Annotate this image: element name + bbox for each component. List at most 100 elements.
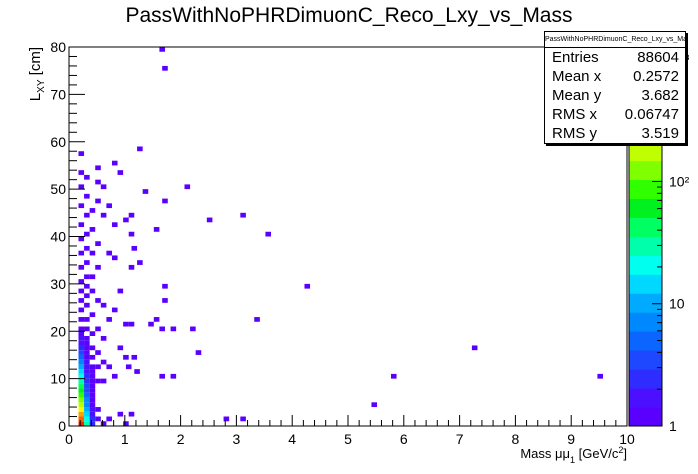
- y-tick-label: 40: [50, 229, 66, 245]
- heatmap-cell: [78, 411, 85, 417]
- heatmap-cell: [89, 402, 96, 408]
- heatmap-cell: [89, 208, 96, 213]
- x-tick-label: 8: [512, 431, 520, 447]
- heatmap-cell: [84, 174, 90, 180]
- heatmap-cell: [142, 189, 149, 194]
- heatmap-cell: [78, 402, 85, 408]
- heatmap-cell: [153, 317, 160, 322]
- heatmap-cell: [128, 212, 135, 218]
- palette-swatch: [629, 160, 662, 181]
- heatmap-cell: [84, 340, 90, 346]
- heatmap-cell: [95, 198, 101, 204]
- heatmap-cell: [128, 321, 135, 327]
- palette-swatch: [629, 179, 662, 199]
- heatmap-cell: [84, 373, 90, 379]
- heatmap-cell: [89, 331, 96, 336]
- heatmap-cell: [78, 331, 85, 336]
- heatmap-cell: [111, 222, 118, 228]
- heatmap-cell: [84, 212, 90, 218]
- heatmap-cell: [84, 392, 90, 398]
- palette-swatch: [629, 350, 662, 370]
- heatmap-cell: [78, 264, 85, 270]
- heatmap-cell: [78, 373, 85, 379]
- heatmap-cell: [95, 179, 101, 185]
- x-tick-label: 7: [456, 431, 464, 447]
- x-tick-label: 9: [567, 431, 575, 447]
- heatmap-cell: [78, 392, 85, 398]
- heatmap-cell: [159, 373, 165, 379]
- heatmap-cell: [78, 354, 85, 360]
- heatmap-cell: [100, 212, 107, 218]
- heatmap-cell: [162, 283, 168, 289]
- stats-row-mean-y: Mean y 3.682: [552, 87, 679, 104]
- heatmap-cell: [123, 421, 129, 426]
- heatmap-cell: [78, 364, 85, 370]
- y-tick-label: 0: [58, 418, 66, 434]
- heatmap-cell: [206, 217, 213, 223]
- heatmap-cell: [117, 345, 124, 351]
- heatmap-cell: [100, 184, 107, 190]
- heatmap-cell: [78, 383, 85, 389]
- x-axis: 0 1 2 3 4 5 6 7 8 9 10: [65, 415, 635, 447]
- heatmap-cell: [89, 312, 96, 318]
- heatmap-cell: [117, 170, 124, 175]
- heatmap-cell: [84, 369, 90, 374]
- heatmap-cell: [137, 146, 143, 152]
- heatmap-cell: [304, 283, 311, 289]
- heatmap-cell: [78, 335, 85, 341]
- heatmap-cell: [111, 160, 118, 166]
- heatmap-cell: [195, 350, 202, 355]
- heatmap-cell: [84, 260, 90, 265]
- heatmap-cell: [89, 364, 96, 370]
- heatmap-cell: [106, 203, 112, 209]
- heatmap-cell: [78, 170, 85, 175]
- heatmap-cell: [131, 245, 138, 251]
- heatmap-cell: [89, 378, 96, 384]
- heatmap-cell: [84, 378, 90, 384]
- heatmap-cell: [78, 279, 85, 284]
- heatmap-cell: [89, 227, 96, 232]
- heatmap-cell: [137, 260, 143, 265]
- heatmap-cell: [89, 421, 96, 426]
- heatmap-cell: [89, 416, 96, 422]
- stats-row-mean-x: Mean x 0.2572: [552, 68, 679, 85]
- palette-swatch: [629, 141, 662, 162]
- heatmap-cells: [78, 47, 604, 426]
- palette-swatch: [629, 369, 662, 389]
- heatmap-cell: [134, 369, 140, 374]
- palette-tick-label: 10: [669, 296, 685, 312]
- heatmap-cell: [371, 402, 378, 408]
- heatmap-cell: [125, 364, 132, 370]
- heatmap-cell: [100, 335, 107, 341]
- heatmap-cell: [131, 354, 138, 360]
- heatmap-cell: [95, 407, 101, 412]
- chart-title: PassWithNoPHRDimuonC_Reco_Lxy_vs_Mass: [126, 4, 573, 27]
- heatmap-cell: [78, 236, 85, 242]
- heatmap-cell: [84, 364, 90, 370]
- heatmap-cell: [162, 298, 168, 303]
- heatmap-cell: [89, 388, 96, 393]
- heatmap-cell: [78, 388, 85, 393]
- heatmap-cell: [162, 198, 168, 204]
- y-tick-label: 30: [50, 276, 66, 292]
- heatmap-cell: [84, 335, 90, 341]
- heatmap-cell: [111, 255, 118, 261]
- heatmap-cell: [95, 364, 101, 370]
- heatmap-cell: [78, 350, 85, 355]
- y-tick-label: 50: [50, 181, 66, 197]
- heatmap-cell: [89, 411, 96, 417]
- heatmap-cell: [106, 416, 112, 422]
- heatmap-cell: [95, 350, 101, 355]
- heatmap-cell: [84, 411, 90, 417]
- heatmap-cell: [89, 288, 96, 294]
- heatmap-cell: [100, 421, 107, 426]
- heatmap-cell: [78, 407, 85, 412]
- heatmap-cell: [84, 388, 90, 393]
- heatmap-cell: [100, 302, 107, 308]
- x-tick-label: 0: [65, 431, 73, 447]
- x-tick-label: 10: [619, 431, 635, 447]
- palette-swatch: [629, 274, 662, 294]
- palette-swatch: [629, 388, 662, 408]
- heatmap-cell: [78, 317, 85, 322]
